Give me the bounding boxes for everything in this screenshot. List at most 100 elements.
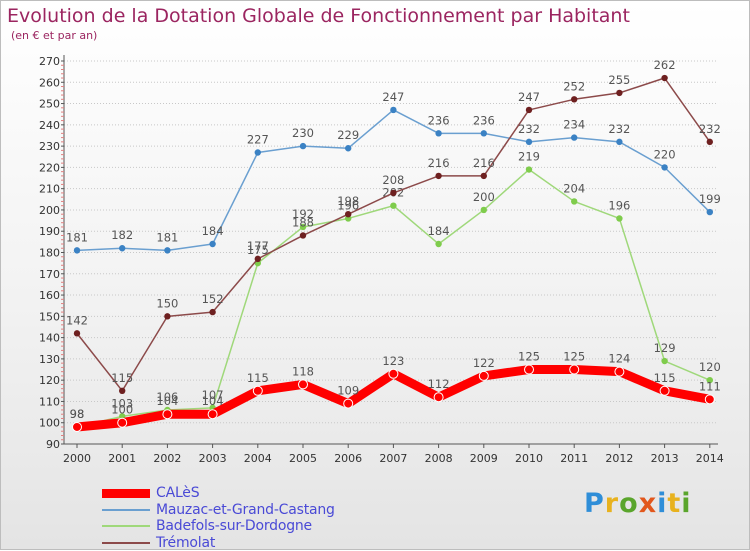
y-tick-label: 160 <box>39 289 60 302</box>
data-label: 150 <box>156 296 178 310</box>
data-point <box>571 198 577 204</box>
data-point <box>163 410 172 419</box>
data-label: 104 <box>202 394 224 408</box>
data-point <box>435 130 441 136</box>
data-point <box>209 309 215 315</box>
data-label: 255 <box>608 73 630 87</box>
y-tick-label: 110 <box>39 395 60 408</box>
data-point <box>661 75 667 81</box>
x-tick-label: 2012 <box>605 452 633 465</box>
data-label: 188 <box>292 215 314 229</box>
data-point <box>74 330 80 336</box>
y-tick-label: 150 <box>39 310 60 323</box>
data-point <box>571 96 577 102</box>
legend-label: Trémolat <box>156 535 215 551</box>
data-label: 216 <box>473 156 495 170</box>
data-label: 227 <box>247 132 269 146</box>
data-point <box>118 418 127 427</box>
x-tick-label: 2014 <box>696 452 724 465</box>
data-point <box>435 173 441 179</box>
data-label: 232 <box>608 122 630 136</box>
x-tick-label: 2001 <box>108 452 136 465</box>
data-label: 229 <box>337 128 359 142</box>
x-tick-label: 2002 <box>153 452 181 465</box>
data-label: 152 <box>202 292 224 306</box>
data-label: 112 <box>428 377 450 391</box>
x-tick-label: 2011 <box>560 452 588 465</box>
data-point <box>479 371 488 380</box>
data-label: 184 <box>428 224 450 238</box>
data-label: 111 <box>699 379 721 393</box>
data-point <box>616 139 622 145</box>
data-label: 125 <box>563 350 585 364</box>
x-tick-label: 2006 <box>334 452 362 465</box>
data-label: 196 <box>608 198 630 212</box>
data-label: 181 <box>66 230 88 244</box>
data-label: 199 <box>699 192 721 206</box>
y-tick-label: 120 <box>39 374 60 387</box>
data-point <box>481 207 487 213</box>
data-label: 262 <box>654 58 676 72</box>
y-tick-label: 100 <box>39 417 60 430</box>
data-label: 104 <box>156 394 178 408</box>
data-point <box>299 380 308 389</box>
y-tick-label: 170 <box>39 268 60 281</box>
data-point <box>571 134 577 140</box>
data-label: 181 <box>156 230 178 244</box>
data-point <box>209 241 215 247</box>
data-point <box>208 410 217 419</box>
data-point <box>616 90 622 96</box>
legend-swatch <box>102 542 150 544</box>
data-point <box>660 386 669 395</box>
data-point <box>661 358 667 364</box>
data-label: 184 <box>202 224 224 238</box>
data-point <box>525 365 534 374</box>
data-point <box>73 422 82 431</box>
data-label: 100 <box>111 403 133 417</box>
data-label: 234 <box>563 118 585 132</box>
data-label: 120 <box>699 360 721 374</box>
data-point <box>119 245 125 251</box>
data-label: 236 <box>428 113 450 127</box>
data-point <box>526 107 532 113</box>
proxiti-logo: Proxiti <box>584 488 692 519</box>
data-point <box>390 190 396 196</box>
data-label: 247 <box>382 90 404 104</box>
y-tick-label: 210 <box>39 183 60 196</box>
data-point <box>255 149 261 155</box>
data-point <box>164 247 170 253</box>
x-tick-label: 2008 <box>425 452 453 465</box>
data-label: 230 <box>292 126 314 140</box>
data-point <box>74 247 80 253</box>
data-label: 98 <box>70 407 85 421</box>
data-label: 200 <box>473 190 495 204</box>
data-label: 177 <box>247 239 269 253</box>
x-tick-label: 2013 <box>651 452 679 465</box>
data-label: 109 <box>337 384 359 398</box>
data-point <box>389 369 398 378</box>
data-label: 204 <box>563 181 585 195</box>
data-point <box>570 365 579 374</box>
data-label: 124 <box>608 352 630 366</box>
data-label: 142 <box>66 313 88 327</box>
data-point <box>434 393 443 402</box>
data-point <box>253 386 262 395</box>
legend-item: CALèS <box>102 485 335 502</box>
legend-item: Trémolat <box>102 535 335 551</box>
data-label: 208 <box>382 173 404 187</box>
y-tick-label: 180 <box>39 247 60 260</box>
data-point <box>615 367 624 376</box>
y-tick-label: 250 <box>39 98 60 111</box>
data-point <box>705 395 714 404</box>
y-tick-label: 130 <box>39 353 60 366</box>
data-point <box>345 145 351 151</box>
data-label: 115 <box>654 371 676 385</box>
data-point <box>707 209 713 215</box>
y-tick-label: 190 <box>39 225 60 238</box>
data-point <box>707 139 713 145</box>
y-tick-label: 230 <box>39 140 60 153</box>
data-label: 115 <box>111 371 133 385</box>
y-tick-label: 270 <box>39 55 60 68</box>
